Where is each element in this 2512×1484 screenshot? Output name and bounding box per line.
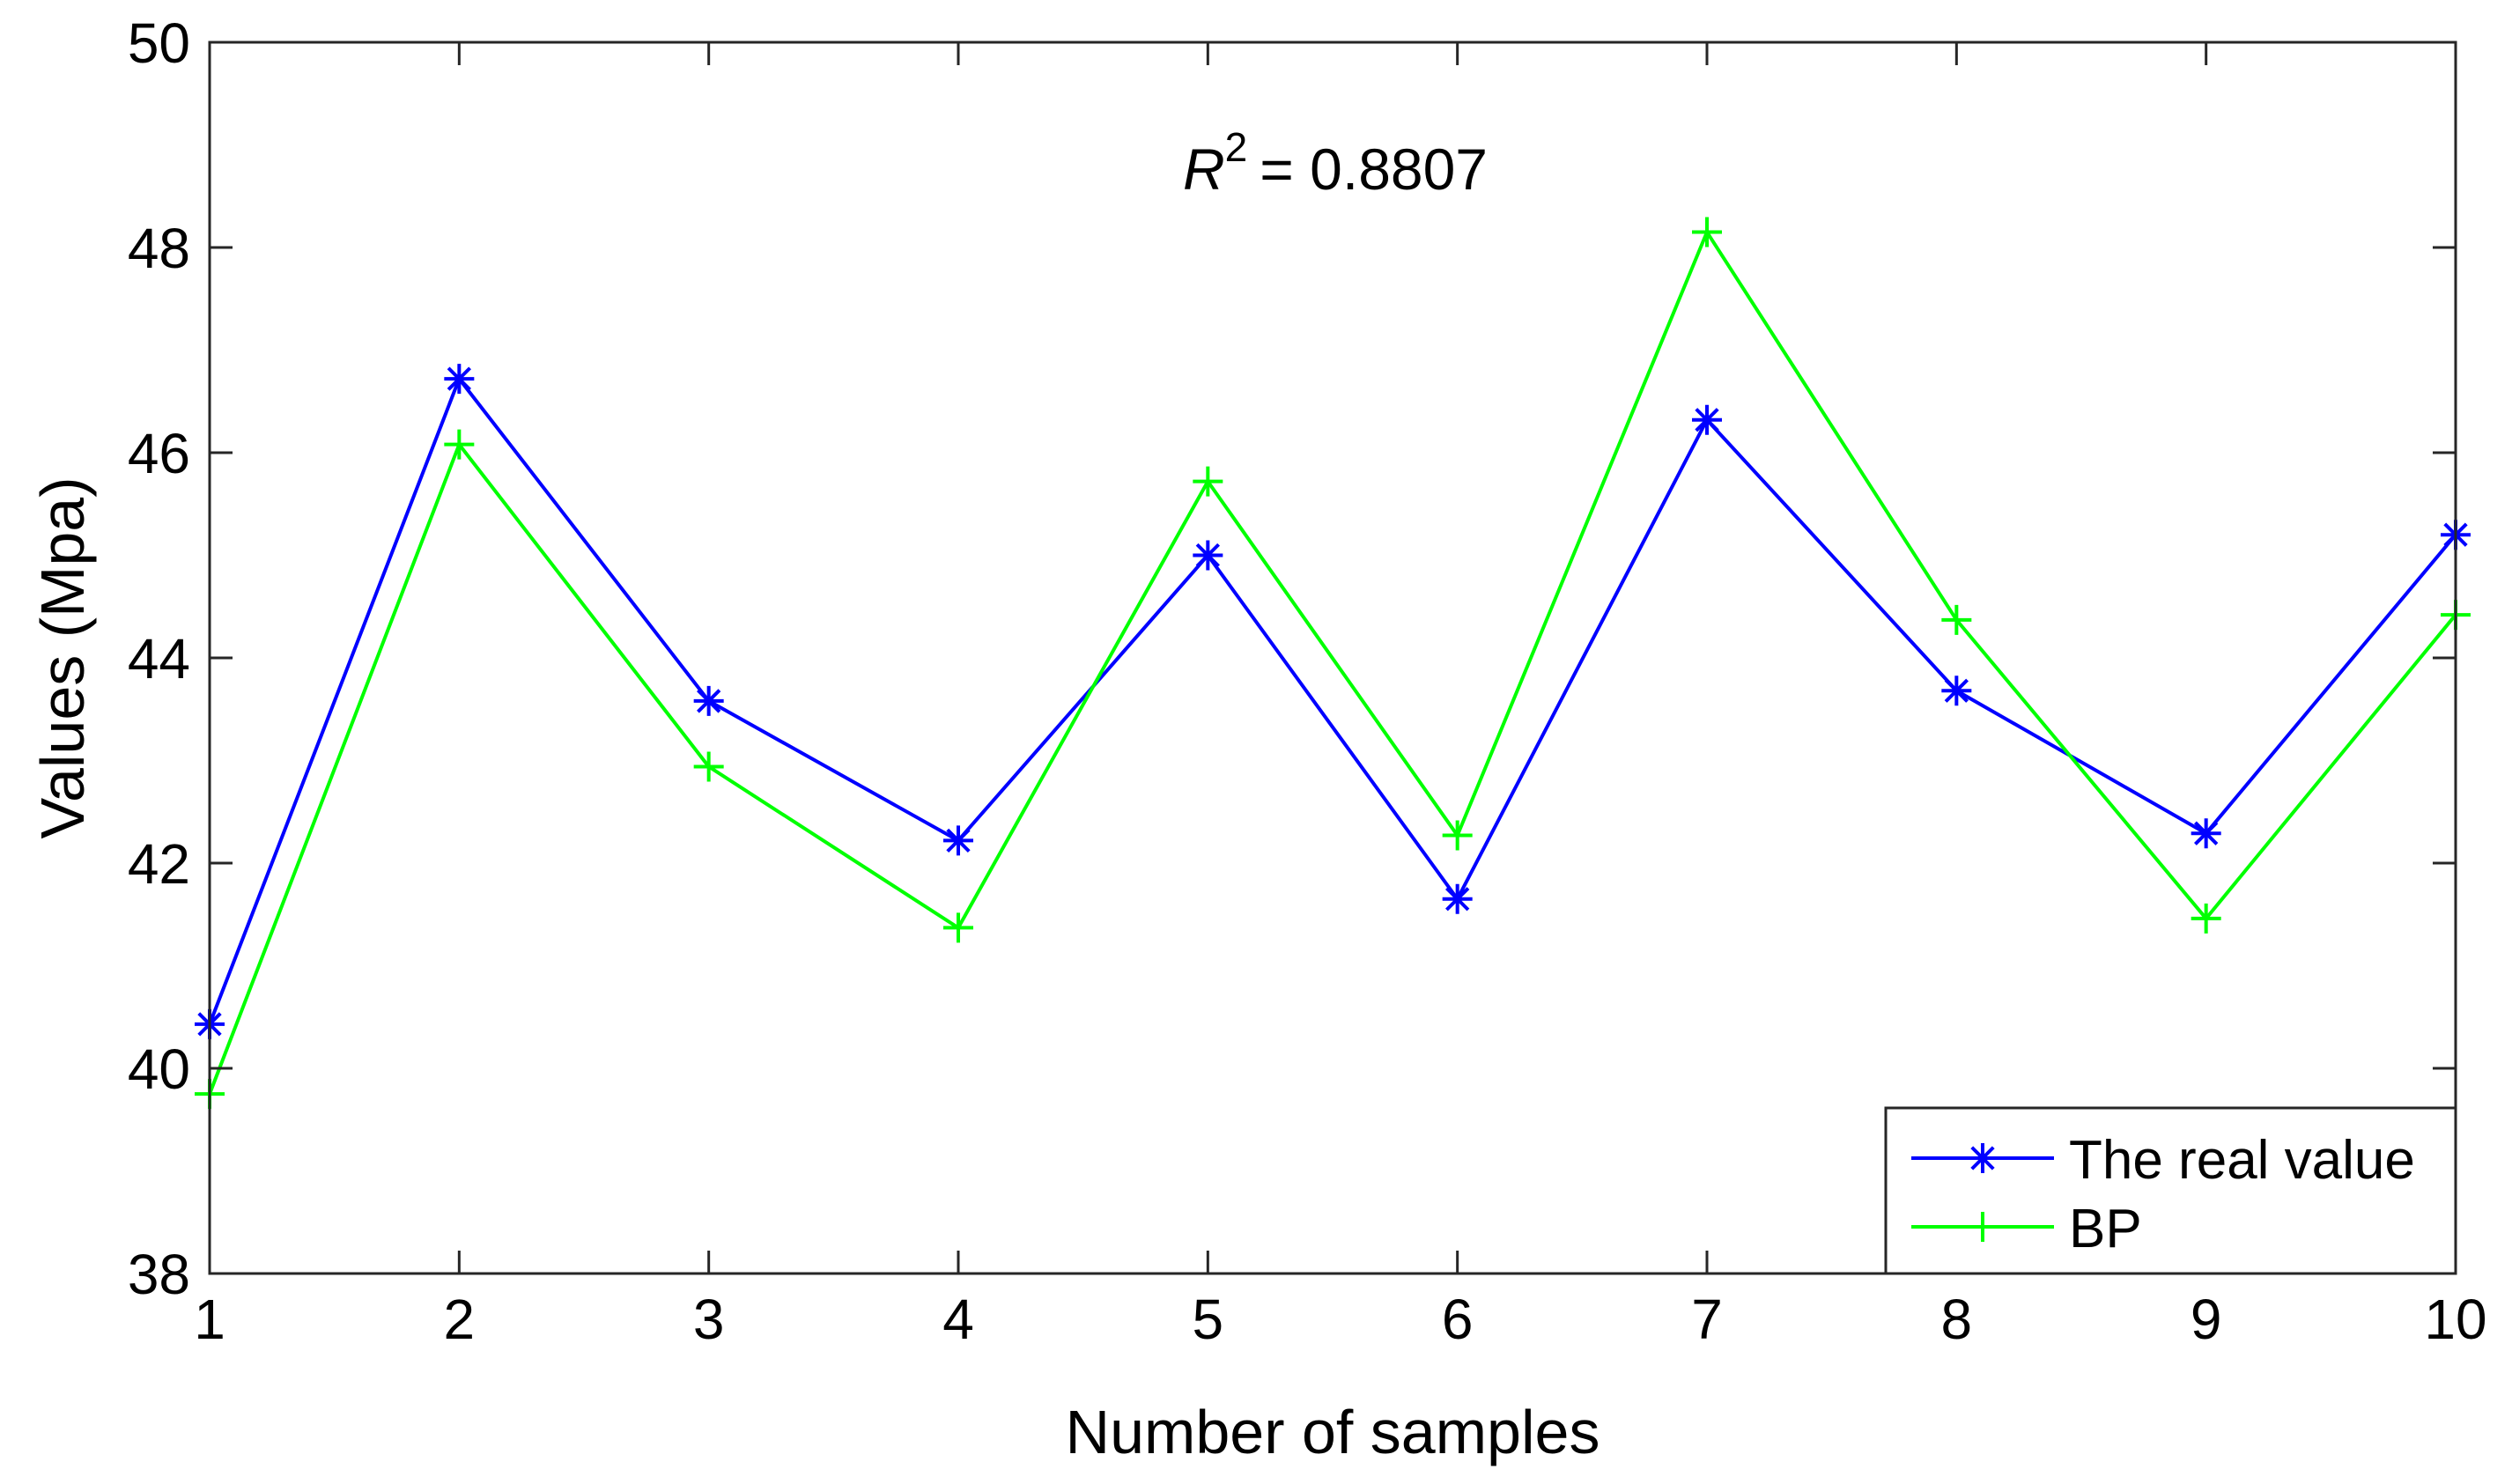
series-layer	[195, 217, 2471, 1110]
series-line-the-real-value	[208, 377, 2457, 1025]
y-tick-label: 38	[128, 1243, 190, 1306]
legend-marker-bp	[1968, 1212, 1998, 1242]
y-tick-label: 48	[128, 217, 190, 280]
x-tick-label: 9	[2191, 1288, 2222, 1351]
data-point-bp	[693, 751, 724, 782]
x-tick-label: 7	[1691, 1288, 1723, 1351]
x-tick-label: 4	[942, 1288, 974, 1351]
x-axis-label: Number of samples	[1066, 1398, 1600, 1466]
data-point-the-real-value	[943, 825, 973, 856]
data-point-the-real-value	[693, 685, 724, 716]
data-point-the-real-value	[444, 364, 475, 395]
y-tick-label: 46	[128, 422, 190, 485]
r-superscript: 2	[1225, 124, 1248, 170]
r-value: = 0.8807	[1260, 137, 1488, 202]
x-tick-label: 8	[1941, 1288, 1973, 1351]
data-point-the-real-value	[1193, 540, 1223, 571]
data-point-bp	[1941, 604, 1972, 635]
y-axis-label: Values (Mpa)	[28, 476, 97, 838]
data-point-bp	[1442, 820, 1473, 851]
legend-box	[1884, 1106, 2457, 1275]
y-tick-label: 50	[128, 11, 190, 75]
data-point-the-real-value	[1692, 404, 1722, 435]
r-symbol: R	[1183, 137, 1225, 202]
data-point-the-real-value	[1941, 676, 1972, 706]
data-point-bp	[444, 429, 475, 460]
x-tick-label: 3	[693, 1288, 725, 1351]
x-tick-label: 1	[194, 1288, 225, 1351]
data-point-the-real-value	[1442, 883, 1473, 914]
series-line-bp	[208, 230, 2457, 1095]
legend-label-bp: BP	[2069, 1199, 2142, 1259]
y-tick-label: 40	[128, 1037, 190, 1101]
x-tick-label: 2	[444, 1288, 476, 1351]
legend: The real value BP	[1884, 1106, 2457, 1275]
legend-label-real: The real value	[2069, 1130, 2415, 1191]
r-squared-annotation: R2 = 0.8807	[1183, 124, 1488, 202]
data-point-bp	[2191, 903, 2221, 934]
x-tick-label: 6	[1442, 1288, 1474, 1351]
data-point-bp	[1692, 217, 1722, 247]
x-tick-label: 5	[1193, 1288, 1224, 1351]
data-point-the-real-value	[2191, 818, 2221, 849]
data-point-bp	[1193, 466, 1223, 497]
ticks-layer: 1 2 3 4 5 6 7 8 9 10 38 40 42 44 46 48 50	[128, 11, 2487, 1351]
data-point-bp	[943, 912, 973, 943]
legend-marker-real	[1968, 1143, 1998, 1173]
y-tick-label: 42	[128, 832, 190, 896]
x-tick-label: 10	[2424, 1288, 2486, 1351]
y-tick-label: 44	[128, 627, 190, 690]
